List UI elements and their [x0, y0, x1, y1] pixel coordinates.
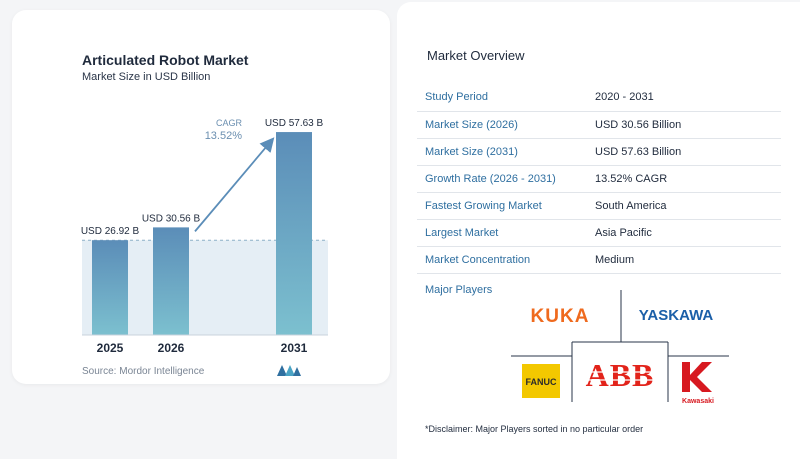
row-value: 13.52% CAGR — [589, 165, 781, 193]
kawasaki-k-icon — [682, 362, 712, 392]
cagr-label: CAGR — [216, 118, 243, 128]
row-key: Fastest Growing Market — [417, 192, 589, 220]
kuka-logo: KUKA — [531, 306, 590, 327]
bar-2025 — [92, 240, 128, 335]
value-label-2025: USD 26.92 B — [81, 226, 140, 237]
row-value: South America — [589, 192, 781, 220]
bar-2026 — [153, 227, 189, 335]
row-value: 2020 - 2031 — [589, 84, 781, 112]
bar-2031 — [276, 132, 312, 335]
x-tick-label-2025: 2025 — [97, 341, 124, 355]
x-tick-label-2026: 2026 — [158, 341, 185, 355]
fanuc-logo: FANUC — [526, 377, 557, 387]
table-row: Market Concentration Medium — [417, 246, 781, 274]
row-value: USD 30.56 Billion — [589, 111, 781, 139]
yaskawa-logo: YASKAWA — [639, 307, 714, 324]
row-value: USD 57.63 Billion — [589, 138, 781, 166]
bar-chart: USD 26.92 B 2025 USD 30.56 B 2026 USD 57.63 … — [81, 118, 328, 355]
table-row: Market Size (2026) USD 30.56 Billion — [417, 111, 781, 139]
row-key: Growth Rate (2026 - 2031) — [417, 165, 589, 193]
kawasaki-logo: Kawasaki — [682, 398, 714, 405]
row-value: Asia Pacific — [589, 219, 781, 247]
fanuc-logo-box — [522, 364, 560, 398]
overview-title: Market Overview — [427, 48, 525, 63]
mordor-logo — [277, 365, 301, 376]
table-row: Growth Rate (2026 - 2031) 13.52% CAGR — [417, 165, 781, 193]
x-tick-label-2031: 2031 — [281, 341, 308, 355]
table-row: Market Size (2031) USD 57.63 Billion — [417, 138, 781, 166]
overview-table: Study Period 2020 - 2031 Market Size (202… — [417, 84, 781, 274]
value-label-2026: USD 30.56 B — [142, 213, 201, 224]
cagr-value: 13.52% — [205, 130, 243, 142]
chart-title: Articulated Robot Market — [82, 52, 249, 68]
table-row: Fastest Growing Market South America — [417, 192, 781, 220]
row-key: Study Period — [417, 84, 589, 112]
abb-logo: ABB — [586, 357, 655, 393]
row-key: Market Size (2026) — [417, 111, 589, 139]
row-value: Medium — [589, 246, 781, 274]
source-note: Source: Mordor Intelligence — [82, 366, 205, 377]
major-players-label: Major Players — [425, 284, 493, 296]
value-label-2031: USD 57.63 B — [265, 118, 324, 129]
table-row: Study Period 2020 - 2031 — [417, 84, 781, 112]
cagr-arrow — [194, 137, 275, 232]
table-row: Largest Market Asia Pacific — [417, 219, 781, 247]
row-key: Largest Market — [417, 219, 589, 247]
chart-subtitle: Market Size in USD Billion — [82, 71, 211, 83]
row-key: Market Concentration — [417, 246, 589, 274]
row-key: Market Size (2031) — [417, 138, 589, 166]
disclaimer: *Disclaimer: Major Players sorted in no … — [425, 424, 644, 434]
